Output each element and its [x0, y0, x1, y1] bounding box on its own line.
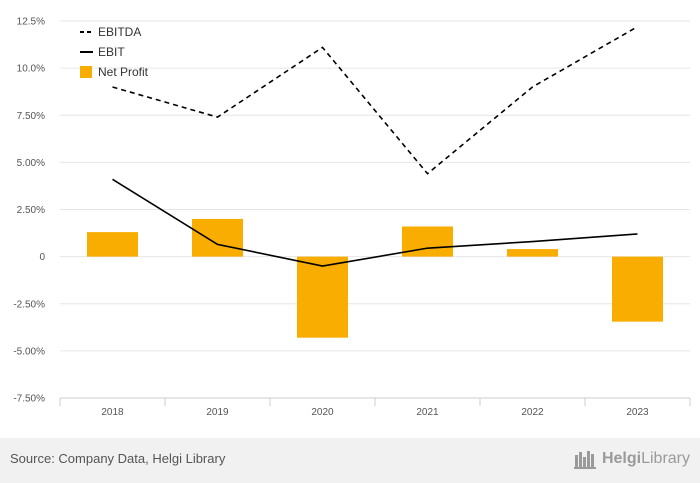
- library-icon: [573, 451, 596, 469]
- net-profit-bar[interactable]: [297, 256, 348, 338]
- net-profit-bars: [87, 218, 663, 338]
- x-tick-label: 2022: [521, 407, 544, 418]
- ebit-line[interactable]: [112, 178, 638, 267]
- y-tick-label: 0: [39, 252, 45, 263]
- x-axis: 2018 2019 2020 2021 2022 2023: [59, 397, 691, 418]
- net-profit-bar[interactable]: [402, 226, 453, 257]
- y-tick-label: -7.50%: [13, 394, 45, 405]
- y-tick-label: -5.00%: [13, 346, 45, 357]
- logo-text-helgi: Helgi: [601, 450, 642, 467]
- logo-text-library: Library: [641, 450, 690, 467]
- x-tick-label: 2018: [101, 407, 124, 418]
- chart: 12.5% 10.0% 7.50% 5.00% 2.50% 0 -2.50% -5.00% -7…: [13, 17, 691, 418]
- legend-label: EBIT: [98, 45, 125, 59]
- net-profit-bar[interactable]: [87, 232, 138, 257]
- legend: EBITDA EBIT Net Profit: [80, 25, 149, 79]
- y-tick-label: 2.50%: [17, 205, 45, 216]
- source-note: Source: Company Data, Helgi Library: [10, 451, 226, 466]
- net-profit-bar[interactable]: [192, 218, 243, 257]
- y-axis-ticks: 12.5% 10.0% 7.50% 5.00% 2.50% 0 -2.50% -5.00% -7…: [13, 17, 45, 405]
- y-tick-label: 5.00%: [17, 158, 45, 169]
- x-tick-label: 2021: [416, 407, 439, 418]
- x-tick-label: 2020: [311, 407, 334, 418]
- x-tick-label: 2023: [626, 407, 649, 418]
- grid-lines: [60, 20, 690, 399]
- x-tick-label: 2019: [206, 407, 229, 418]
- net-profit-bar[interactable]: [612, 256, 663, 322]
- net-profit-bar[interactable]: [507, 249, 558, 257]
- helgi-library-logo[interactable]: Helgi Library: [573, 448, 690, 470]
- y-tick-label: 10.0%: [17, 64, 45, 75]
- footer: Source: Company Data, Helgi Library Helg…: [0, 438, 700, 483]
- y-tick-label: -2.50%: [13, 299, 45, 310]
- series-lines: [112, 25, 638, 267]
- ebitda-line[interactable]: [112, 25, 638, 175]
- y-tick-label: 7.50%: [17, 111, 45, 122]
- net-profit-legend-swatch: [80, 66, 92, 78]
- y-tick-label: 12.5%: [17, 17, 45, 28]
- legend-label: EBITDA: [98, 25, 141, 39]
- legend-label: Net Profit: [98, 65, 149, 79]
